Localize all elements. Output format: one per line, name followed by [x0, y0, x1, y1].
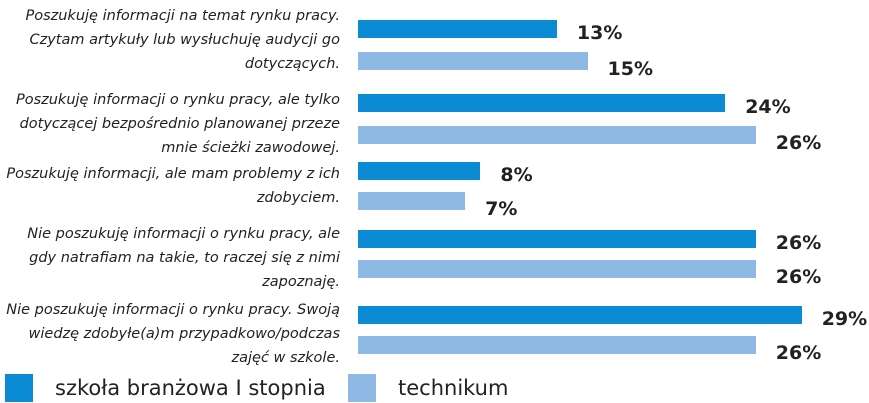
bar [358, 260, 756, 278]
legend-item: technikum [348, 374, 508, 402]
bar [358, 306, 802, 324]
bar [358, 162, 481, 180]
bar [358, 126, 756, 144]
bar [358, 192, 466, 210]
value-label: 7% [485, 198, 518, 220]
value-label: 29% [821, 308, 868, 330]
category-label: Poszukuję informacji na temat rynku prac… [25, 8, 340, 72]
category-label: Nie poszukuję informacji o rynku pracy, … [27, 226, 340, 290]
value-label: 26% [775, 132, 822, 154]
bar [358, 336, 756, 354]
value-label: 8% [500, 164, 533, 186]
bar [358, 230, 756, 248]
value-label: 26% [775, 266, 822, 288]
value-label: 13% [576, 22, 623, 44]
legend-label: technikum [398, 376, 509, 400]
legend-item: szkoła branżowa I stopnia [5, 374, 326, 402]
category-label: Poszukuję informacji, ale mam problemy z… [6, 166, 340, 206]
value-label: 26% [775, 342, 822, 364]
value-label: 24% [745, 96, 791, 118]
bar [358, 20, 557, 38]
legend-swatch [348, 374, 376, 402]
legend-swatch [5, 374, 33, 402]
legend-label: szkoła branżowa I stopnia [55, 376, 326, 400]
category-label: Nie poszukuję informacji o rynku pracy. … [6, 302, 340, 366]
bar [358, 52, 588, 70]
category-label: Poszukuję informacji o rynku pracy, ale … [15, 92, 340, 156]
value-label: 26% [775, 232, 822, 254]
bar [358, 94, 726, 112]
value-label: 15% [607, 58, 653, 80]
